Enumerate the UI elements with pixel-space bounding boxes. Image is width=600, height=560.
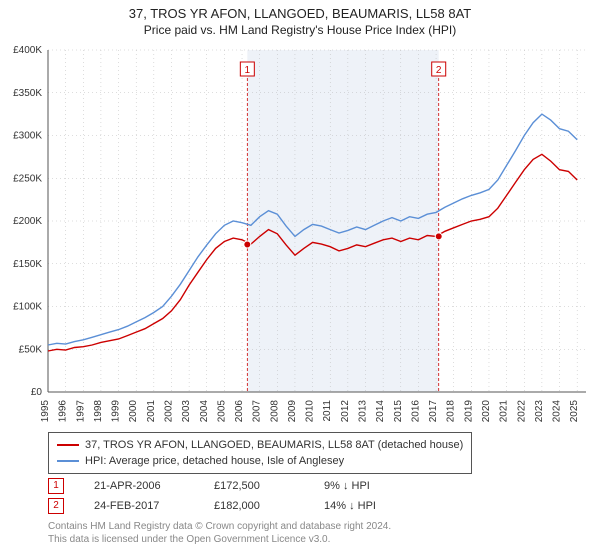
svg-text:£400K: £400K [13, 45, 42, 56]
price-chart: £0 £50K £100K £150K £200K £250K £300K £350K £400… [0, 44, 600, 424]
svg-text:2019: 2019 [463, 400, 474, 423]
svg-text:1999: 1999 [111, 400, 122, 423]
marker-date: 21-APR-2006 [94, 476, 184, 496]
svg-text:£250K: £250K [13, 173, 42, 184]
svg-text:£300K: £300K [13, 131, 42, 142]
marker-row: 2 24-FEB-2017 £182,000 14% ↓ HPI [48, 496, 376, 516]
footer-line: Contains HM Land Registry data © Crown c… [48, 520, 391, 533]
svg-text:2025: 2025 [569, 400, 580, 423]
marker-number-box: 2 [48, 498, 64, 514]
svg-text:2014: 2014 [375, 400, 386, 423]
svg-text:£150K: £150K [13, 259, 42, 270]
svg-text:£100K: £100K [13, 302, 42, 313]
marker-delta: 14% ↓ HPI [324, 496, 376, 516]
chart-title-block: 37, TROS YR AFON, LLANGOED, BEAUMARIS, L… [0, 0, 600, 37]
legend-row: 37, TROS YR AFON, LLANGOED, BEAUMARIS, L… [57, 437, 463, 453]
legend: 37, TROS YR AFON, LLANGOED, BEAUMARIS, L… [48, 432, 472, 474]
legend-swatch [57, 444, 79, 446]
footer-line: This data is licensed under the Open Gov… [48, 533, 391, 546]
legend-label: HPI: Average price, detached house, Isle… [85, 453, 344, 469]
svg-text:1998: 1998 [93, 400, 104, 423]
svg-text:2013: 2013 [358, 400, 369, 423]
marker-row: 1 21-APR-2006 £172,500 9% ↓ HPI [48, 476, 376, 496]
svg-text:£0: £0 [31, 387, 43, 398]
marker-date: 24-FEB-2017 [94, 496, 184, 516]
svg-text:2021: 2021 [499, 400, 510, 423]
chart-title: 37, TROS YR AFON, LLANGOED, BEAUMARIS, L… [0, 6, 600, 21]
legend-swatch [57, 460, 79, 462]
svg-text:£50K: £50K [19, 344, 43, 355]
svg-text:2007: 2007 [252, 400, 263, 423]
chart-subtitle: Price paid vs. HM Land Registry's House … [0, 23, 600, 37]
svg-text:£350K: £350K [13, 88, 42, 99]
svg-text:2001: 2001 [146, 400, 157, 423]
svg-text:2002: 2002 [163, 400, 174, 423]
marker-table: 1 21-APR-2006 £172,500 9% ↓ HPI 2 24-FEB… [48, 476, 376, 516]
svg-text:2008: 2008 [269, 400, 280, 423]
svg-text:1: 1 [245, 65, 251, 76]
svg-text:2003: 2003 [181, 400, 192, 423]
svg-text:2010: 2010 [305, 400, 316, 423]
footer-attribution: Contains HM Land Registry data © Crown c… [48, 520, 391, 546]
marker-delta: 9% ↓ HPI [324, 476, 370, 496]
marker-number-box: 1 [48, 478, 64, 494]
svg-text:£200K: £200K [13, 216, 42, 227]
marker-price: £172,500 [214, 476, 294, 496]
marker-price: £182,000 [214, 496, 294, 516]
svg-text:1996: 1996 [58, 400, 69, 423]
svg-text:2022: 2022 [516, 400, 527, 423]
svg-text:2000: 2000 [128, 400, 139, 423]
svg-text:1995: 1995 [40, 400, 51, 423]
chart-svg: £0 £50K £100K £150K £200K £250K £300K £350K £400… [0, 44, 600, 424]
svg-text:2024: 2024 [552, 400, 563, 423]
svg-text:2: 2 [436, 65, 442, 76]
legend-row: HPI: Average price, detached house, Isle… [57, 453, 463, 469]
svg-text:2018: 2018 [446, 400, 457, 423]
svg-text:2006: 2006 [234, 400, 245, 423]
svg-text:2020: 2020 [481, 400, 492, 423]
svg-text:2004: 2004 [199, 400, 210, 423]
svg-text:2023: 2023 [534, 400, 545, 423]
legend-label: 37, TROS YR AFON, LLANGOED, BEAUMARIS, L… [85, 437, 463, 453]
svg-text:2005: 2005 [216, 400, 227, 423]
svg-text:2009: 2009 [287, 400, 298, 423]
svg-text:2012: 2012 [340, 400, 351, 423]
svg-text:2017: 2017 [428, 400, 439, 423]
svg-text:2011: 2011 [322, 400, 333, 422]
svg-text:2016: 2016 [410, 400, 421, 423]
svg-text:2015: 2015 [393, 400, 404, 423]
svg-text:1997: 1997 [75, 400, 86, 423]
